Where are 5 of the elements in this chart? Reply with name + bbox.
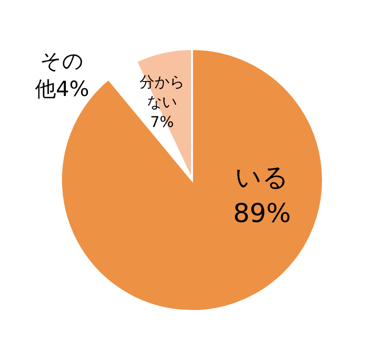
slice-label: その他4% xyxy=(34,49,90,101)
slice-label: 分からない xyxy=(140,73,184,111)
data-label: 7% xyxy=(150,113,174,131)
slice-label: いる xyxy=(235,163,289,193)
data-label: 89% xyxy=(233,199,291,229)
